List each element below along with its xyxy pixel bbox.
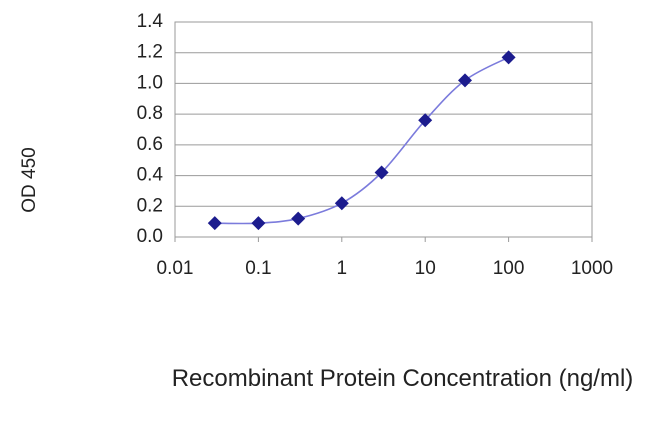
marker [291,211,306,226]
y-axis-title: OD 450 [19,147,40,212]
marker [207,216,222,231]
marker [251,216,266,231]
x-tick-label: 100 [493,258,525,279]
y-tick-label: 0.2 [137,195,163,216]
x-tick-label: 1000 [571,258,613,279]
marker [334,196,349,211]
y-tick-label: 0.6 [137,134,163,155]
marker [418,113,433,128]
y-tick-label: 1.0 [137,72,163,93]
y-tick-label: 1.4 [137,11,164,32]
plot-border [174,21,593,238]
x-tick-label: 1 [337,258,348,279]
marker [501,50,516,65]
x-tick-label: 0.1 [245,258,271,279]
y-tick-label: 0.4 [137,165,164,186]
marker [457,73,472,88]
x-tick-label: 10 [415,258,436,279]
y-tick-label: 1.2 [137,42,163,63]
x-tick-label: 0.01 [157,258,194,279]
y-tick-label: 0.8 [137,103,163,124]
y-tick-label: 0.0 [137,226,163,247]
marker [374,165,389,180]
x-axis-title: Recombinant Protein Concentration (ng/ml… [171,365,634,392]
